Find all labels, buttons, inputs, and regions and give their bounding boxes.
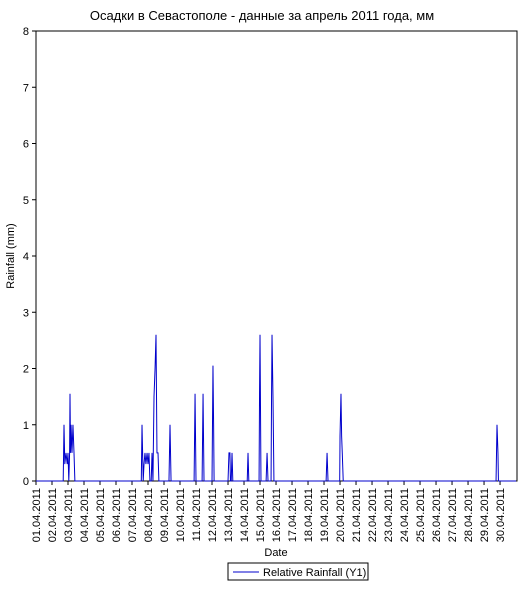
legend-box xyxy=(227,562,369,581)
x-tick-label: 30.04.2011 xyxy=(495,488,507,542)
x-tick-label: 16.04.2011 xyxy=(271,488,283,542)
x-tick-label: 25.04.2011 xyxy=(415,488,427,542)
x-tick-label: 08.04.2011 xyxy=(143,488,155,542)
x-tick-label: 13.04.2011 xyxy=(223,488,235,542)
y-tick-label: 3 xyxy=(23,307,29,319)
x-tick-label: 06.04.2011 xyxy=(111,488,123,542)
y-tick-label: 7 xyxy=(23,82,29,94)
x-tick-label: 27.04.2011 xyxy=(447,488,459,542)
y-tick-label: 4 xyxy=(23,251,29,263)
x-tick-label: 17.04.2011 xyxy=(287,488,299,542)
x-axis-label: Date xyxy=(264,547,287,559)
x-tick-label: 15.04.2011 xyxy=(255,488,267,542)
x-tick-label: 20.04.2011 xyxy=(335,488,347,542)
x-tick-label: 09.04.2011 xyxy=(159,488,171,542)
x-tick-label: 19.04.2011 xyxy=(319,488,331,542)
legend-label: Relative Rainfall (Y1) xyxy=(263,567,366,579)
y-tick-label: 8 xyxy=(23,26,29,38)
y-tick-label: 5 xyxy=(23,195,29,207)
x-tick-label: 05.04.2011 xyxy=(95,488,107,542)
x-tick-label: 23.04.2011 xyxy=(383,488,395,542)
x-tick-label: 22.04.2011 xyxy=(367,488,379,542)
y-tick-label: 1 xyxy=(23,420,29,432)
data-line xyxy=(36,334,517,482)
y-tick-label: 6 xyxy=(23,139,29,151)
x-tick-label: 18.04.2011 xyxy=(303,488,315,542)
x-tick-label: 01.04.2011 xyxy=(31,488,43,542)
y-tick-label: 2 xyxy=(23,364,29,376)
x-tick-label: 02.04.2011 xyxy=(47,488,59,542)
chart-title: Осадки в Севастополе - данные за апрель … xyxy=(90,8,434,23)
x-tick-label: 29.04.2011 xyxy=(479,488,491,542)
x-tick-label: 21.04.2011 xyxy=(351,488,363,542)
x-tick-label: 26.04.2011 xyxy=(431,488,443,542)
x-tick-label: 10.04.2011 xyxy=(175,488,187,542)
x-tick-label: 11.04.2011 xyxy=(191,488,203,541)
x-tick-label: 03.04.2011 xyxy=(63,488,75,542)
x-tick-label: 28.04.2011 xyxy=(463,488,475,542)
y-tick-label: 0 xyxy=(23,476,29,488)
x-tick-label: 04.04.2011 xyxy=(79,488,91,542)
y-axis-label: Rainfall (mm) xyxy=(5,223,17,288)
x-tick-label: 12.04.2011 xyxy=(207,488,219,542)
x-tick-label: 24.04.2011 xyxy=(399,488,411,542)
x-tick-label: 14.04.2011 xyxy=(239,488,251,542)
x-tick-label: 07.04.2011 xyxy=(127,488,139,542)
